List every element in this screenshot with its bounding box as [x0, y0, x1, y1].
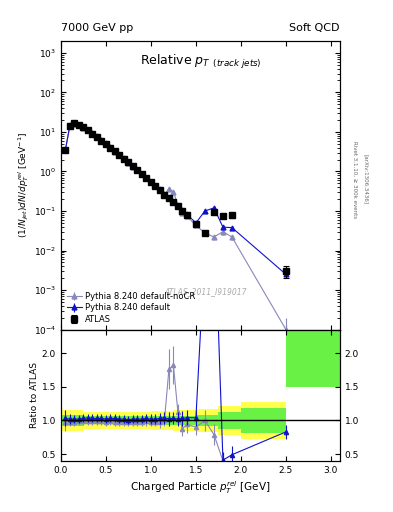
Bar [173, 416, 196, 425]
Bar [286, 319, 340, 387]
Bar [196, 409, 219, 432]
Text: 7000 GeV pp: 7000 GeV pp [61, 23, 133, 33]
Bar [129, 412, 151, 429]
Bar [151, 411, 173, 430]
Bar [83, 412, 106, 429]
Bar [286, 319, 340, 387]
Text: Rivet 3.1.10, ≥ 300k events: Rivet 3.1.10, ≥ 300k events [352, 141, 357, 218]
Bar [61, 415, 83, 426]
Legend: Pythia 8.240 default-noCR, Pythia 8.240 default, ATLAS: Pythia 8.240 default-noCR, Pythia 8.240 … [65, 290, 197, 326]
Bar [196, 415, 219, 426]
Bar [83, 416, 106, 424]
Y-axis label: Ratio to ATLAS: Ratio to ATLAS [30, 362, 39, 428]
Text: [arXiv:1306.3436]: [arXiv:1306.3436] [364, 154, 369, 204]
Bar [61, 410, 83, 431]
Bar [129, 416, 151, 424]
Bar [151, 416, 173, 425]
X-axis label: Charged Particle $p_{T}^{rel}$ [GeV]: Charged Particle $p_{T}^{rel}$ [GeV] [130, 479, 271, 496]
Y-axis label: $(1/N_{jet})dN/dp_{T}^{rel}$ [GeV$^{-1}$]: $(1/N_{jet})dN/dp_{T}^{rel}$ [GeV$^{-1}$… [16, 132, 31, 238]
Bar [219, 406, 241, 435]
Bar [219, 412, 241, 429]
Bar [106, 416, 129, 424]
Text: Relative $p_T$ $_{(track\ jets)}$: Relative $p_T$ $_{(track\ jets)}$ [140, 53, 261, 71]
Bar [106, 412, 129, 429]
Text: ATLAS_2011_I919017: ATLAS_2011_I919017 [165, 288, 247, 296]
Bar [241, 401, 286, 439]
Text: Soft QCD: Soft QCD [290, 23, 340, 33]
Bar [241, 408, 286, 433]
Bar [173, 410, 196, 431]
